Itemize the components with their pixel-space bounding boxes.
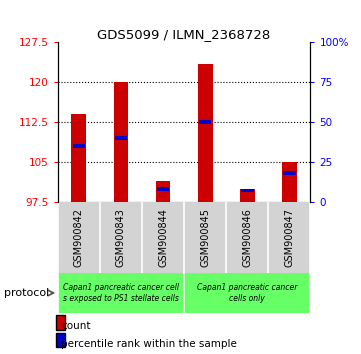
Text: GSM900845: GSM900845 (200, 208, 210, 267)
Bar (282, 162, 297, 202)
Bar (115, 136, 127, 140)
Bar (114, 82, 128, 202)
Text: protocol: protocol (4, 288, 49, 298)
Bar (156, 181, 170, 202)
Bar (198, 64, 213, 202)
Text: GSM900846: GSM900846 (242, 208, 252, 267)
Text: count: count (61, 321, 91, 331)
Bar (73, 144, 85, 148)
Bar (199, 120, 212, 124)
Bar (283, 171, 296, 175)
Bar (71, 114, 86, 202)
Text: Capan1 pancreatic cancer
cells only: Capan1 pancreatic cancer cells only (197, 283, 297, 303)
Text: percentile rank within the sample: percentile rank within the sample (61, 339, 237, 349)
Text: GSM900844: GSM900844 (158, 208, 168, 267)
Text: GSM900847: GSM900847 (284, 208, 295, 267)
Bar (240, 188, 255, 202)
Text: Capan1 pancreatic cancer cell
s exposed to PS1 stellate cells: Capan1 pancreatic cancer cell s exposed … (63, 283, 179, 303)
Bar (241, 189, 253, 193)
Title: GDS5099 / ILMN_2368728: GDS5099 / ILMN_2368728 (97, 28, 271, 41)
Bar (157, 187, 169, 191)
Text: GSM900842: GSM900842 (74, 208, 84, 267)
Text: GSM900843: GSM900843 (116, 208, 126, 267)
